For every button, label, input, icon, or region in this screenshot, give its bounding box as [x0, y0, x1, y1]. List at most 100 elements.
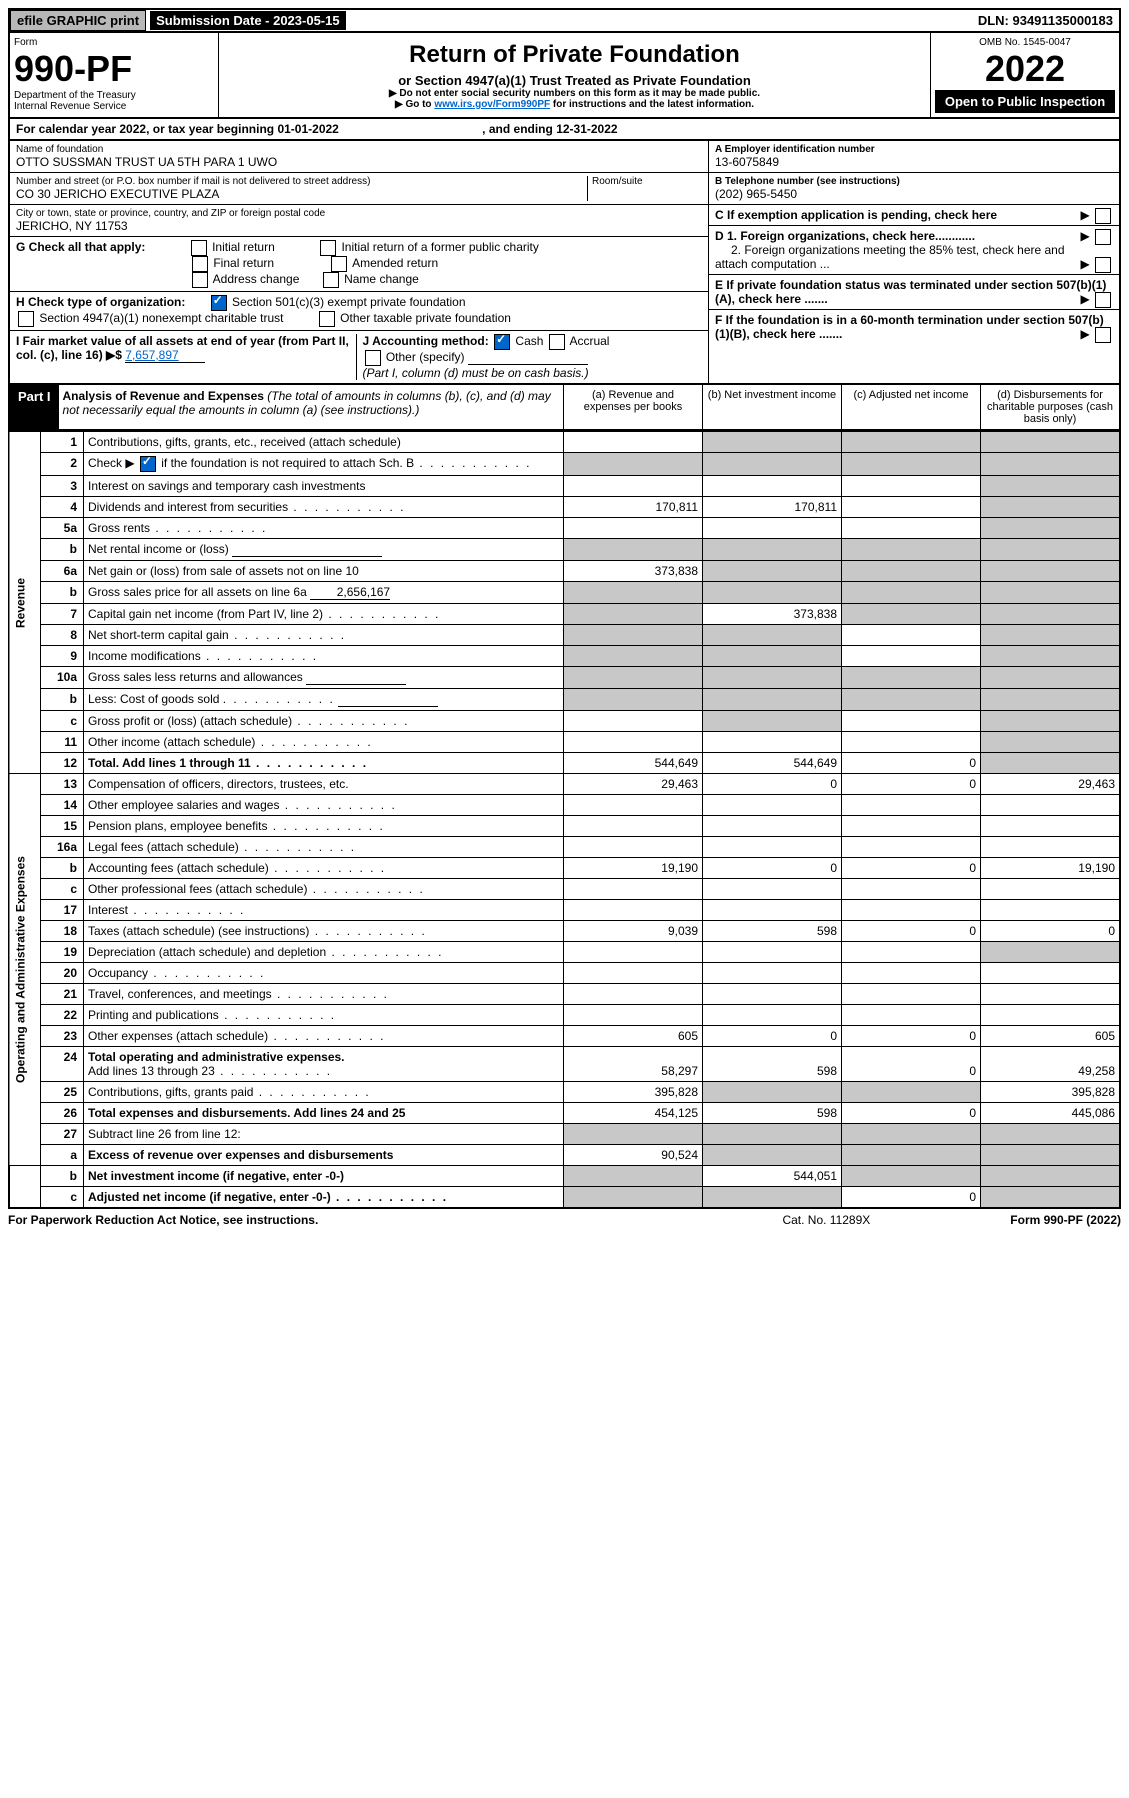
row12-desc: Total. Add lines 1 through 11: [84, 753, 564, 774]
row11-desc: Other income (attach schedule): [84, 732, 564, 753]
r13b: 0: [703, 774, 842, 795]
row19-desc: Depreciation (attach schedule) and deple…: [84, 942, 564, 963]
note2-pre: ▶ Go to: [395, 99, 434, 110]
section-e: E If private foundation status was termi…: [709, 275, 1119, 310]
row16c-desc: Other professional fees (attach schedule…: [84, 879, 564, 900]
cb-exemption-pending[interactable]: [1095, 208, 1111, 224]
row27a-desc: Excess of revenue over expenses and disb…: [84, 1145, 564, 1166]
row7-desc: Capital gain net income (from Part IV, l…: [84, 604, 564, 625]
cal-end: 12-31-2022: [556, 122, 617, 136]
opt-4947: Section 4947(a)(1) nonexempt charitable …: [39, 311, 283, 325]
opt-amended: Amended return: [352, 256, 438, 270]
part1-header: Part I Analysis of Revenue and Expenses …: [8, 383, 1121, 431]
r24d: 49,258: [981, 1047, 1121, 1082]
cb-initial-return[interactable]: [191, 240, 207, 256]
r26d: 445,086: [981, 1103, 1121, 1124]
addr-label: Number and street (or P.O. box number if…: [16, 176, 587, 187]
row8-desc: Net short-term capital gain: [84, 625, 564, 646]
efile-button[interactable]: efile GRAPHIC print: [10, 10, 146, 31]
note2-post: for instructions and the latest informat…: [550, 99, 754, 110]
note-link: ▶ Go to www.irs.gov/Form990PF for instru…: [223, 99, 926, 110]
open-inspection: Open to Public Inspection: [935, 90, 1115, 113]
cb-name-change[interactable]: [323, 272, 339, 288]
form-subtitle: or Section 4947(a)(1) Trust Treated as P…: [223, 73, 926, 88]
dept: Department of the Treasury: [14, 90, 214, 101]
foundation-name: OTTO SUSSMAN TRUST UA 5TH PARA 1 UWO: [16, 155, 702, 169]
cb-60month[interactable]: [1095, 327, 1111, 343]
row18-desc: Taxes (attach schedule) (see instruction…: [84, 921, 564, 942]
row16b-desc: Accounting fees (attach schedule): [84, 858, 564, 879]
r26a: 454,125: [564, 1103, 703, 1124]
r26c: 0: [842, 1103, 981, 1124]
foundation-address: CO 30 JERICHO EXECUTIVE PLAZA: [16, 187, 587, 201]
row10a-desc: Gross sales less returns and allowances: [84, 667, 564, 689]
fmv-value[interactable]: 7,657,897: [125, 348, 205, 363]
row23-desc: Other expenses (attach schedule): [84, 1026, 564, 1047]
cb-other-method[interactable]: [365, 350, 381, 366]
r16bb: 0: [703, 858, 842, 879]
r16bd: 19,190: [981, 858, 1121, 879]
cb-final-return[interactable]: [192, 256, 208, 272]
paperwork-notice: For Paperwork Reduction Act Notice, see …: [8, 1213, 318, 1227]
cal-begin: 01-01-2022: [277, 122, 338, 136]
row17-desc: Interest: [84, 900, 564, 921]
foundation-city: JERICHO, NY 11753: [16, 219, 702, 233]
cb-initial-former[interactable]: [320, 240, 336, 256]
cb-status-terminated[interactable]: [1095, 292, 1111, 308]
r24a: 58,297: [564, 1047, 703, 1082]
r16ba: 19,190: [564, 858, 703, 879]
form990pf-link[interactable]: www.irs.gov/Form990PF: [434, 99, 550, 110]
cb-foreign-org[interactable]: [1095, 229, 1111, 245]
row15-desc: Pension plans, employee benefits: [84, 816, 564, 837]
cb-501c3[interactable]: [211, 295, 227, 311]
opt-accrual: Accrual: [569, 334, 609, 348]
row20-desc: Occupancy: [84, 963, 564, 984]
r23c: 0: [842, 1026, 981, 1047]
opt-namechg: Name change: [344, 272, 419, 286]
r12a: 544,649: [564, 753, 703, 774]
d1-label: D 1. Foreign organizations, check here..…: [715, 229, 975, 243]
cb-address-change[interactable]: [192, 272, 208, 288]
f-label: F If the foundation is in a 60-month ter…: [715, 313, 1104, 341]
cb-4947[interactable]: [18, 311, 34, 327]
row22-desc: Printing and publications: [84, 1005, 564, 1026]
r18b: 598: [703, 921, 842, 942]
opt-former: Initial return of a former public charit…: [341, 240, 538, 254]
row14-desc: Other employee salaries and wages: [84, 795, 564, 816]
city-label: City or town, state or province, country…: [16, 208, 702, 219]
part1-label: Part I: [10, 385, 59, 429]
opt-cash: Cash: [515, 334, 543, 348]
r18d: 0: [981, 921, 1121, 942]
ein-label: A Employer identification number: [715, 144, 1113, 155]
c-label: C If exemption application is pending, c…: [715, 208, 997, 222]
section-g: G Check all that apply: Initial return I…: [10, 237, 708, 292]
omb: OMB No. 1545-0047: [935, 37, 1115, 48]
irs: Internal Revenue Service: [14, 101, 214, 112]
col-a-hdr: (a) Revenue and expenses per books: [563, 385, 702, 429]
cb-accrual[interactable]: [549, 334, 565, 350]
r26b: 598: [703, 1103, 842, 1124]
r7b: 373,838: [703, 604, 842, 625]
row1-desc: Contributions, gifts, grants, etc., rece…: [84, 432, 564, 453]
cb-85pct[interactable]: [1095, 257, 1111, 273]
row6b-desc: Gross sales price for all assets on line…: [84, 582, 564, 604]
row16a-desc: Legal fees (attach schedule): [84, 837, 564, 858]
r6aa: 373,838: [564, 561, 703, 582]
cb-sch-b[interactable]: [140, 456, 156, 472]
row4-desc: Dividends and interest from securities: [84, 497, 564, 518]
g-label: G Check all that apply:: [16, 240, 145, 254]
e-label: E If private foundation status was termi…: [715, 278, 1106, 306]
form-title: Return of Private Foundation: [223, 41, 926, 69]
r6b-val: 2,656,167: [310, 585, 390, 600]
row6a-desc: Net gain or (loss) from sale of assets n…: [84, 561, 564, 582]
r4b: 170,811: [703, 497, 842, 518]
cat-no: Cat. No. 11289X: [782, 1213, 870, 1227]
r16bc: 0: [842, 858, 981, 879]
cb-cash[interactable]: [494, 334, 510, 350]
r24b: 598: [703, 1047, 842, 1082]
note-ssn: ▶ Do not enter social security numbers o…: [223, 88, 926, 99]
row10c-desc: Gross profit or (loss) (attach schedule): [84, 711, 564, 732]
cb-amended[interactable]: [331, 256, 347, 272]
row10b-desc: Less: Cost of goods sold: [84, 689, 564, 711]
cb-other-taxable[interactable]: [319, 311, 335, 327]
